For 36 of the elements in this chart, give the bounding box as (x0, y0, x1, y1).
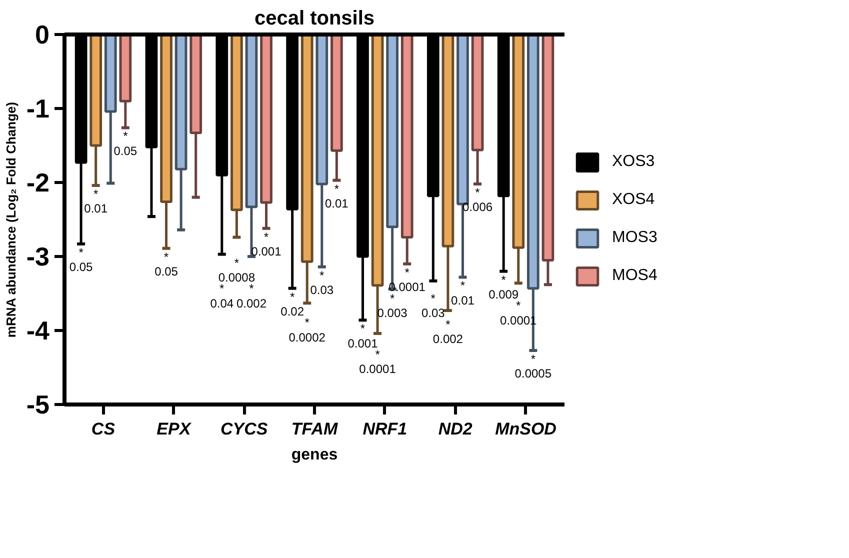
x-tick-label: NRF1 (362, 420, 408, 438)
y-tick-label: -5 (26, 390, 50, 420)
x-tick-label: CS (91, 420, 116, 438)
x-axis-title: genes (291, 446, 338, 464)
legend-label: MOS3 (612, 229, 658, 247)
annotation: * 0.002 (236, 282, 267, 310)
legend-label: MOS4 (612, 267, 658, 285)
legend-label: XOS3 (612, 153, 655, 171)
annotation: * 0.001 (348, 322, 378, 350)
x-tick-label: ND2 (438, 420, 473, 438)
annotation: * 0.05 (69, 245, 94, 274)
annotation: * 0.05 (114, 129, 138, 158)
chart-title: cecal tonsils (254, 8, 375, 30)
x-tick-label: MnSOD (495, 420, 556, 438)
y-tick-label: -4 (26, 316, 50, 346)
legend-label: XOS4 (612, 191, 655, 209)
x-tick-label: TFAM (291, 420, 338, 438)
y-axis-title: mRNA abundance (Log₂ Fold Change) (3, 102, 18, 338)
annotation: * 0.01 (325, 182, 349, 210)
y-tick-label: -3 (26, 242, 50, 272)
y-tick-label: -2 (26, 168, 50, 198)
annotation: * 0.0008 (218, 256, 256, 284)
annotation: * 0.03 (310, 268, 334, 298)
annotation: * 0.0001 (359, 348, 396, 376)
y-tick-label: -1 (26, 94, 50, 124)
annotation: * 0.0005 (514, 352, 552, 381)
annotation: * 0.02 (280, 290, 304, 318)
x-tick-label: EPX (156, 420, 192, 438)
annotation: * 0.01 (84, 186, 108, 216)
annotation: * 0.009 (488, 272, 519, 302)
annotation: * 0.04 (210, 282, 234, 310)
x-tick-label: CYCS (220, 420, 268, 438)
annotation: * 0.0002 (288, 316, 326, 344)
annotation: * 0.01 (451, 278, 475, 308)
y-tick-label: 0 (35, 20, 50, 50)
annotation: * 0.05 (154, 250, 178, 279)
